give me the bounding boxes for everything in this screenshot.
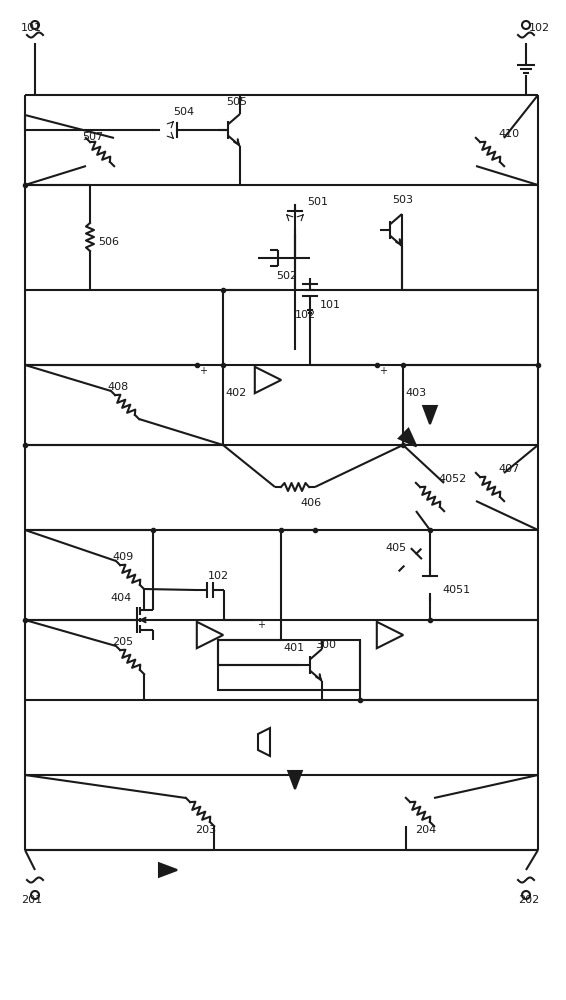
Text: 410: 410 — [498, 129, 519, 139]
Text: 4051: 4051 — [442, 585, 470, 595]
Text: 101: 101 — [21, 23, 42, 33]
Text: 506: 506 — [98, 237, 119, 247]
Text: 203: 203 — [195, 825, 216, 835]
Text: +: + — [258, 620, 265, 631]
Text: 202: 202 — [518, 895, 539, 905]
Text: 408: 408 — [107, 382, 128, 392]
Text: 501: 501 — [307, 197, 328, 207]
Text: 4052: 4052 — [438, 474, 466, 484]
Text: 102: 102 — [208, 571, 229, 581]
Text: +: + — [379, 365, 387, 375]
Text: 505: 505 — [226, 97, 247, 107]
Text: 205: 205 — [112, 637, 133, 647]
Text: 300: 300 — [315, 640, 336, 650]
Text: 401: 401 — [283, 643, 304, 653]
Polygon shape — [399, 429, 417, 446]
Text: 502: 502 — [276, 271, 297, 281]
Text: 409: 409 — [112, 552, 133, 562]
Polygon shape — [159, 863, 177, 877]
Text: 503: 503 — [392, 195, 413, 205]
Text: 204: 204 — [415, 825, 436, 835]
Text: 201: 201 — [21, 895, 42, 905]
Text: 405: 405 — [385, 543, 406, 553]
Text: 404: 404 — [110, 593, 131, 603]
Text: 102: 102 — [295, 310, 316, 320]
Bar — [218, 640, 360, 690]
Text: 101: 101 — [320, 300, 341, 310]
Text: 406: 406 — [300, 498, 321, 508]
Text: 402: 402 — [225, 388, 246, 398]
Text: 102: 102 — [529, 23, 550, 33]
Text: 504: 504 — [173, 107, 194, 117]
Text: 407: 407 — [498, 464, 519, 474]
Polygon shape — [288, 771, 302, 789]
Polygon shape — [423, 406, 437, 424]
Text: 403: 403 — [405, 388, 426, 398]
Text: +: + — [199, 365, 207, 375]
Text: 507: 507 — [82, 132, 103, 142]
